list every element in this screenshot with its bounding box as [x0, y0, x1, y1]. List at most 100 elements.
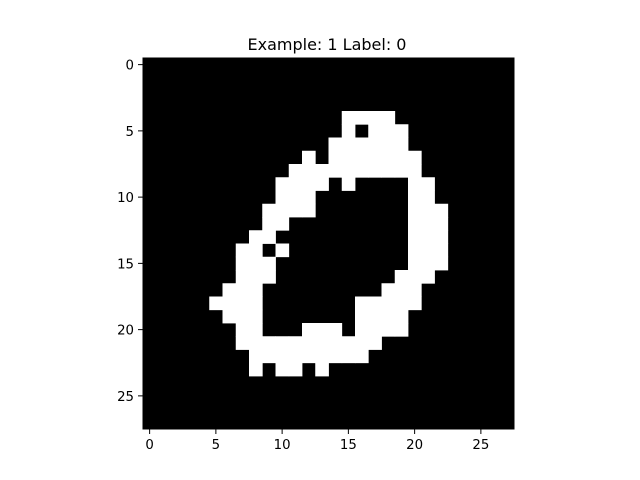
pixel-cell: [302, 164, 316, 178]
pixel-cell: [368, 137, 382, 152]
x-tick-label: 25: [472, 438, 489, 453]
pixel-cell: [302, 150, 316, 165]
y-tick-label: 15: [117, 257, 134, 272]
pixel-cell: [368, 124, 382, 138]
pixel-cell: [302, 349, 316, 364]
pixel-cell: [394, 150, 409, 165]
pixel-cell: [262, 349, 276, 364]
pixel-cell: [249, 283, 263, 297]
pixel-cell: [288, 362, 303, 377]
pixel-cell: [315, 323, 329, 337]
pixel-cell: [381, 124, 396, 138]
x-tick-label: 20: [406, 438, 423, 453]
pixel-cell: [394, 283, 409, 297]
pixel-cell: [302, 177, 316, 191]
pixel-cell: [249, 256, 263, 271]
pixel-cell: [222, 283, 237, 297]
pixel-cell: [381, 150, 396, 165]
pixel-cell: [394, 309, 409, 324]
pixel-cell: [275, 203, 290, 218]
pixel-cell: [394, 270, 409, 284]
pixel-cell: [249, 336, 263, 350]
x-tick-label: 0: [145, 438, 153, 453]
pixel-cell: [381, 296, 396, 311]
pixel-cell: [421, 190, 435, 205]
pixel-cell: [302, 336, 316, 350]
pixel-cell: [408, 296, 422, 311]
pixel-cell: [235, 256, 250, 271]
pixel-cell: [421, 270, 435, 284]
pixel-cell: [368, 309, 382, 324]
pixel-cell: [249, 323, 263, 337]
pixel-cell: [434, 217, 449, 231]
pixel-cell: [235, 296, 250, 311]
pixel-cell: [394, 296, 409, 311]
pixel-cell: [421, 243, 435, 258]
pixel-cell: [235, 323, 250, 337]
pixel-cell: [275, 217, 290, 231]
axes-frame: [142, 57, 515, 430]
pixel-cell: [235, 283, 250, 297]
pixel-cell: [355, 323, 369, 337]
pixel-cell: [355, 137, 369, 152]
pixel-cell: [262, 230, 276, 244]
pixel-cell: [355, 309, 369, 324]
pixel-cell: [355, 296, 369, 311]
pixel-cell: [315, 336, 329, 350]
pixel-cell: [341, 164, 356, 178]
pixel-cell: [235, 243, 250, 258]
pixel-cell: [368, 111, 382, 125]
pixel-cell: [341, 137, 356, 152]
pixel-cell: [408, 256, 422, 271]
pixel-cell: [408, 203, 422, 218]
pixel-cell: [315, 349, 329, 364]
pixel-cell: [408, 243, 422, 258]
pixel-cell: [275, 336, 290, 350]
pixel-cell: [355, 150, 369, 165]
pixel-cell: [262, 336, 276, 350]
pixel-cell: [408, 230, 422, 244]
pixel-cell: [288, 336, 303, 350]
pixel-cell: [381, 323, 396, 337]
pixel-cell: [381, 164, 396, 178]
pixel-cell: [408, 177, 422, 191]
pixel-cell: [408, 164, 422, 178]
pixel-cell: [235, 270, 250, 284]
pixel-cell: [315, 362, 329, 377]
pixel-cell: [262, 270, 276, 284]
pixel-cell: [341, 177, 356, 191]
x-tick-label: 15: [340, 438, 357, 453]
pixel-cell: [275, 177, 290, 191]
pixel-cell: [355, 164, 369, 178]
pixel-cell: [368, 323, 382, 337]
y-tick-label: 25: [117, 390, 134, 405]
pixel-cell: [328, 164, 343, 178]
pixel-cell: [341, 111, 356, 125]
y-tick-label: 10: [117, 191, 134, 206]
pixel-cell: [302, 323, 316, 337]
y-tick-label: 0: [126, 59, 134, 74]
pixel-cell: [315, 177, 329, 191]
pixel-cell: [434, 230, 449, 244]
pixel-cell: [408, 270, 422, 284]
chart-title: Example: 1 Label: 0: [248, 35, 407, 54]
pixel-cell: [341, 336, 356, 350]
pixel-cell: [421, 217, 435, 231]
pixel-cell: [222, 296, 237, 311]
x-axis: 0 5 10 15 20 25: [145, 429, 489, 453]
pixel-cell: [262, 217, 276, 231]
pixel-cell: [249, 296, 263, 311]
pixel-cell: [381, 309, 396, 324]
pixel-cell: [341, 349, 356, 364]
pixel-cell: [408, 283, 422, 297]
pixel-cell: [328, 137, 343, 152]
pixel-cell: [434, 203, 449, 218]
pixel-cell: [275, 362, 290, 377]
pixel-cell: [408, 217, 422, 231]
pixel-cell: [355, 336, 369, 350]
y-axis: 0 5 10 15 20 25: [117, 59, 143, 405]
plot-area: [142, 57, 515, 430]
pixel-cell: [368, 150, 382, 165]
